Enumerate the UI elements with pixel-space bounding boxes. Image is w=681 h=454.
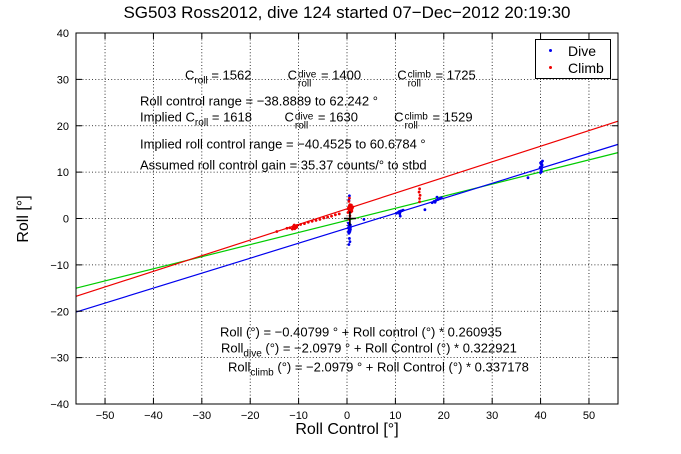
annotation-fit-equation-climb: Rollclimb (°) = −2.0979 ° + Roll Control… bbox=[228, 359, 529, 379]
dive-marker-dot-icon bbox=[549, 49, 552, 52]
svg-text:10: 10 bbox=[57, 167, 69, 179]
fit-line-climb-fit bbox=[75, 120, 619, 297]
fit-lines bbox=[75, 120, 619, 313]
legend-entry-dive: Dive bbox=[536, 42, 610, 59]
svg-text:30: 30 bbox=[486, 410, 498, 422]
fit-line-combined-fit bbox=[75, 152, 619, 289]
svg-text:0: 0 bbox=[63, 214, 69, 226]
annotation-fit-equation-combined: Roll (°) = −0.40799 ° + Roll control (°)… bbox=[220, 324, 502, 340]
tick-labels: −50 −40 −30 −20 −10 0 10 20 30 40 50 −40 −30 −20 −10 0 1… bbox=[50, 28, 595, 422]
svg-text:−50: −50 bbox=[96, 410, 115, 422]
svg-text:−10: −10 bbox=[50, 260, 69, 272]
annotation-assumed-roll-control-gain: Assumed roll control gain = 35.37 counts… bbox=[140, 157, 427, 173]
legend-entry-climb: Climb bbox=[536, 59, 610, 76]
legend-label-climb: Climb bbox=[568, 59, 604, 76]
svg-text:50: 50 bbox=[583, 410, 595, 422]
svg-text:40: 40 bbox=[534, 410, 546, 422]
legend[interactable]: Dive Climb bbox=[535, 39, 611, 79]
origin-plus-icon bbox=[343, 211, 356, 226]
svg-text:20: 20 bbox=[57, 121, 69, 133]
y-axis-label: Roll [°] bbox=[15, 195, 32, 243]
scatter-origin-marker bbox=[343, 211, 356, 226]
x-axis-label: Roll Control [°] bbox=[295, 421, 399, 438]
svg-text:−30: −30 bbox=[192, 410, 211, 422]
axes-box bbox=[75, 32, 619, 405]
svg-text:−40: −40 bbox=[144, 410, 163, 422]
scatter-climb bbox=[275, 187, 422, 233]
climb-marker-dot-icon bbox=[549, 66, 552, 69]
svg-text:20: 20 bbox=[438, 410, 450, 422]
svg-text:−30: −30 bbox=[50, 353, 69, 365]
svg-text:−20: −20 bbox=[241, 410, 260, 422]
annotation-roll-control-range: Roll control range = −38.8889 to 62.242 … bbox=[140, 93, 378, 109]
svg-text:40: 40 bbox=[57, 28, 69, 40]
chart-title: SG503 Ross2012, dive 124 started 07−Dec−… bbox=[123, 3, 571, 22]
fit-line-dive-fit bbox=[75, 143, 619, 313]
annotation-implied-roll-control-range: Implied roll control range = −40.4525 to… bbox=[140, 136, 426, 152]
svg-text:−40: −40 bbox=[50, 399, 69, 411]
svg-text:0: 0 bbox=[344, 410, 350, 422]
svg-text:−10: −10 bbox=[289, 410, 308, 422]
svg-text:30: 30 bbox=[57, 74, 69, 86]
legend-label-dive: Dive bbox=[568, 42, 597, 59]
scatter-dive bbox=[347, 159, 544, 246]
annotation-fit-equation-dive: Rolldive (°) = −2.0979 ° + Roll Control … bbox=[221, 340, 517, 360]
svg-text:−20: −20 bbox=[50, 306, 69, 318]
svg-text:10: 10 bbox=[389, 410, 401, 422]
